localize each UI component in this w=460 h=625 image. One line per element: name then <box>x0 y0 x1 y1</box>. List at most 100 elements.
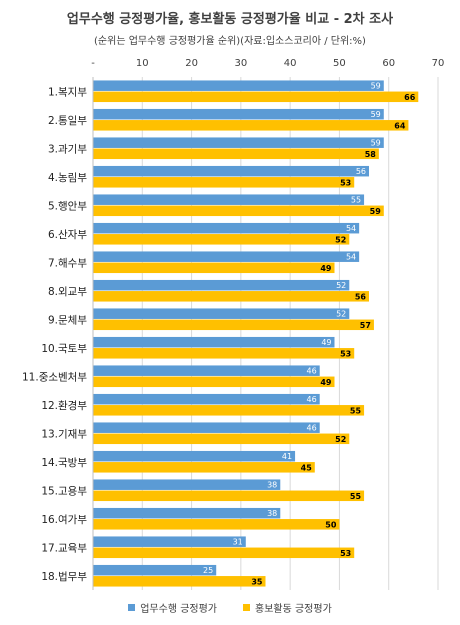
data-label-pr: 49 <box>320 378 332 387</box>
x-tick-label: 50 <box>333 58 346 69</box>
category-label: 10.국토부 <box>41 343 87 355</box>
bar-pr <box>93 433 350 445</box>
bar-work <box>93 80 384 91</box>
data-label-work: 59 <box>371 81 381 90</box>
chart-subtitle: (순위는 업무수행 긍정평가율 순위)(자료:입소스코리아 / 단위:%) <box>94 36 366 47</box>
legend-item-pr: 홍보활동 긍정평가 <box>243 600 332 615</box>
bar-work <box>93 422 320 433</box>
data-label-pr: 66 <box>404 93 416 102</box>
bar-work <box>93 336 335 348</box>
category-label: 15.고용부 <box>41 485 87 497</box>
bar-pr <box>93 348 355 359</box>
x-tick-label: 40 <box>284 58 297 69</box>
category-label: 14.국방부 <box>41 457 87 469</box>
data-label-pr: 53 <box>340 549 351 558</box>
category-label: 7.해수부 <box>48 256 87 269</box>
category-label: 5.행안부 <box>48 200 87 212</box>
data-label-pr: 57 <box>360 321 371 330</box>
data-label-work: 52 <box>336 281 346 290</box>
bar-work <box>93 393 320 405</box>
bar-work <box>93 564 217 576</box>
data-label-pr: 53 <box>340 350 351 359</box>
x-tick-label: 70 <box>432 58 445 69</box>
data-label-work: 46 <box>307 395 317 404</box>
x-tick-label: 20 <box>185 58 198 69</box>
chart-title: 업무수행 긍정평가율, 홍보활동 긍정평가율 비교 - 2차 조사 <box>66 12 394 27</box>
bar-pr <box>93 177 355 188</box>
bar-pr <box>93 234 350 245</box>
bar-work <box>93 279 350 291</box>
bar-pr <box>93 490 365 502</box>
data-label-work: 59 <box>371 110 381 119</box>
bar-pr <box>93 205 384 217</box>
category-label: 1.복지부 <box>48 86 87 98</box>
category-label: 12.환경부 <box>41 399 87 412</box>
bar-work <box>93 450 296 462</box>
data-label-pr: 59 <box>370 207 382 216</box>
legend-label-pr: 홍보활동 긍정평가 <box>255 604 332 615</box>
bar-pr <box>93 319 374 331</box>
x-tick-label: 30 <box>234 58 247 69</box>
bar-work <box>93 507 281 519</box>
bar-pr <box>93 291 369 302</box>
category-label: 16.여가부 <box>41 514 87 526</box>
bar-pr <box>93 262 335 274</box>
bar-pr <box>93 405 365 416</box>
bar-work <box>93 536 246 547</box>
bar-work <box>93 108 384 120</box>
data-label-pr: 52 <box>335 236 346 245</box>
data-label-work: 46 <box>307 366 317 375</box>
bar-work <box>93 165 369 177</box>
data-label-pr: 45 <box>301 464 313 473</box>
legend-item-work: 업무수행 긍정평가 <box>128 600 217 615</box>
data-label-work: 55 <box>351 195 361 204</box>
x-tick-label: 10 <box>136 58 149 69</box>
bar-pr <box>93 519 340 530</box>
category-label: 17.교육부 <box>41 542 87 554</box>
x-tick-label: - <box>91 58 95 69</box>
data-label-pr: 49 <box>320 264 332 273</box>
bar-pr <box>93 148 379 160</box>
category-label: 8.외교부 <box>48 286 87 298</box>
data-label-work: 38 <box>267 480 277 489</box>
category-label: 9.문체부 <box>48 314 87 326</box>
category-label: 4.농림부 <box>48 172 87 184</box>
category-label: 13.기재부 <box>41 428 87 440</box>
category-label: 11.중소벤처부 <box>22 371 87 383</box>
bar-pr <box>93 376 335 388</box>
data-label-work: 49 <box>321 338 331 347</box>
bar-work <box>93 222 360 234</box>
bar-pr <box>93 576 266 587</box>
data-label-work: 46 <box>307 423 317 432</box>
category-label: 2.통일부 <box>48 114 87 127</box>
legend-swatch-pr <box>243 604 250 611</box>
legend-swatch-work <box>128 604 136 611</box>
data-label-work: 54 <box>346 224 356 233</box>
data-label-work: 54 <box>346 252 356 261</box>
data-label-work: 41 <box>282 452 292 461</box>
legend-label-work: 업무수행 긍정평가 <box>140 604 217 615</box>
category-label: 18.법무부 <box>41 571 87 583</box>
bar-pr <box>93 547 355 559</box>
bar-work <box>93 479 281 490</box>
data-label-work: 25 <box>203 566 213 575</box>
data-label-pr: 50 <box>325 521 337 530</box>
legend: 업무수행 긍정평가 홍보활동 긍정평가 <box>0 600 460 615</box>
category-label: 6.산자부 <box>48 229 87 241</box>
data-label-work: 56 <box>356 167 366 176</box>
bar-pr <box>93 462 315 473</box>
data-label-pr: 56 <box>355 293 367 302</box>
bar-work <box>93 308 350 319</box>
data-label-pr: 64 <box>394 122 406 131</box>
category-label: 3.과기부 <box>48 143 87 155</box>
data-label-pr: 52 <box>335 435 346 444</box>
data-label-pr: 58 <box>365 150 377 159</box>
bar-work <box>93 194 365 205</box>
bar-pr <box>93 120 409 131</box>
bar-work <box>93 251 360 262</box>
data-label-work: 31 <box>233 537 243 546</box>
bar-work <box>93 365 320 376</box>
bar-work <box>93 137 384 148</box>
data-label-pr: 53 <box>340 179 351 188</box>
